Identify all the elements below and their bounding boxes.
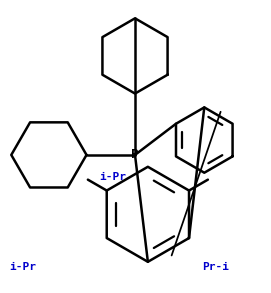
- Text: P: P: [131, 149, 139, 161]
- Text: i-Pr: i-Pr: [100, 172, 127, 182]
- Text: i-Pr: i-Pr: [10, 262, 37, 272]
- Text: Pr-i: Pr-i: [202, 262, 229, 272]
